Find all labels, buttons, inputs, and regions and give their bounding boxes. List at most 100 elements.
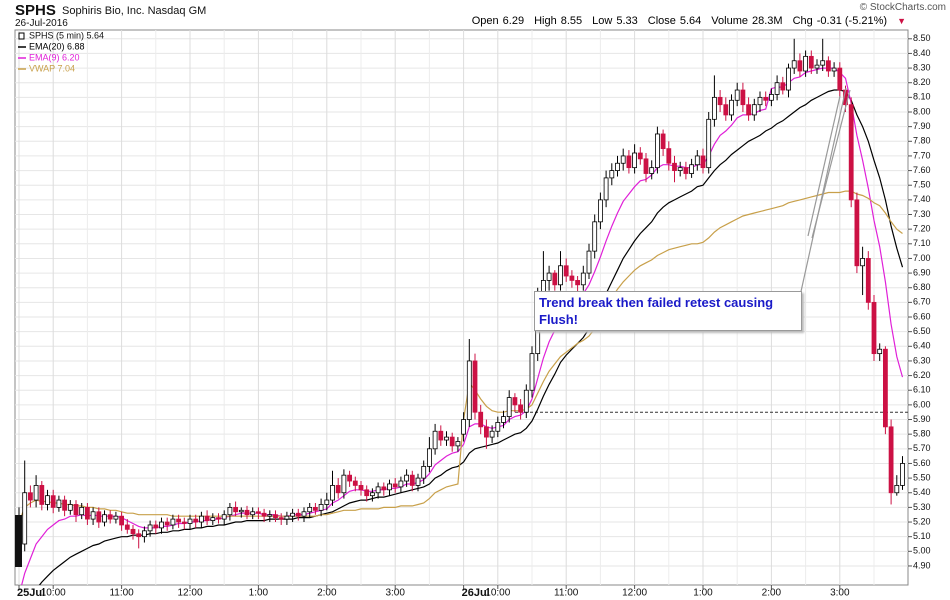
candle-body bbox=[501, 416, 506, 423]
candle-body bbox=[615, 162, 620, 171]
candle-body bbox=[159, 521, 164, 529]
y-tick-label: 7.20 bbox=[913, 224, 931, 234]
candle-body bbox=[39, 485, 45, 505]
candle-body bbox=[153, 524, 159, 529]
y-tick-label: 6.00 bbox=[913, 399, 931, 409]
x-tick-label: 3:00 bbox=[830, 588, 850, 599]
candle-body bbox=[193, 518, 199, 523]
candle-body bbox=[563, 265, 569, 277]
y-tick-label: 7.70 bbox=[913, 150, 931, 160]
candle-body bbox=[295, 512, 301, 517]
y-tick-label: 7.30 bbox=[913, 209, 931, 219]
candle-body bbox=[786, 67, 791, 91]
stats-bar: Open 6.29 High 8.55 Low 5.33 Close 5.64 Volume 28… bbox=[472, 15, 906, 27]
candle-body bbox=[204, 515, 210, 521]
candle-body bbox=[483, 426, 489, 438]
legend-label: SPHS (5 min) 5.64 bbox=[29, 30, 104, 40]
candle-body bbox=[33, 485, 39, 501]
candle-body bbox=[90, 511, 96, 520]
y-tick-label: 5.70 bbox=[913, 443, 931, 453]
candle-body bbox=[769, 94, 774, 101]
y-tick-label: 8.50 bbox=[913, 33, 931, 43]
candle-body bbox=[683, 167, 689, 174]
credit: © StockCharts.com bbox=[859, 2, 946, 13]
indicator-line bbox=[38, 89, 904, 585]
candle-body bbox=[238, 509, 244, 513]
candle-body bbox=[50, 495, 56, 508]
x-tick-label: 12:00 bbox=[177, 588, 202, 599]
y-tick-label: 5.60 bbox=[913, 458, 931, 468]
candle-body bbox=[301, 511, 307, 517]
y-tick-label: 5.50 bbox=[913, 472, 931, 482]
candle-body bbox=[740, 89, 746, 106]
stat-value: 5.33 bbox=[616, 15, 638, 27]
y-tick-label: 7.80 bbox=[913, 136, 931, 146]
candle-body bbox=[347, 474, 353, 482]
candle-body bbox=[324, 499, 330, 505]
candle-body bbox=[22, 492, 28, 545]
candle-body bbox=[700, 155, 706, 169]
candle-body bbox=[877, 348, 883, 355]
candle-body bbox=[369, 492, 375, 497]
candle-body bbox=[677, 167, 683, 171]
candle-body bbox=[364, 489, 370, 497]
candle-body bbox=[398, 480, 404, 488]
y-tick-label: 7.10 bbox=[913, 238, 931, 248]
y-tick-label: 6.50 bbox=[913, 326, 931, 336]
y-tick-label: 6.20 bbox=[913, 370, 931, 380]
candles bbox=[16, 38, 905, 564]
candle-body bbox=[187, 518, 193, 524]
candle-body bbox=[170, 518, 176, 526]
candle-body bbox=[27, 492, 33, 501]
candle-body bbox=[586, 250, 592, 274]
stat-label: Low bbox=[592, 15, 613, 27]
candle-body bbox=[426, 448, 432, 467]
candle-body bbox=[751, 104, 757, 116]
candle-body bbox=[489, 430, 495, 438]
candle-body bbox=[273, 514, 278, 519]
candle-body bbox=[518, 404, 523, 413]
candle-body bbox=[506, 397, 512, 417]
candle-body bbox=[854, 199, 860, 267]
y-tick-label: 5.80 bbox=[913, 429, 931, 439]
stat-label: Chg bbox=[792, 15, 813, 27]
candle-body bbox=[900, 463, 905, 486]
candle-body bbox=[837, 67, 843, 91]
stat-label: Open bbox=[471, 15, 499, 27]
stat-value: 8.55 bbox=[560, 15, 583, 27]
candle-body bbox=[45, 495, 50, 505]
y-tick-label: 6.40 bbox=[913, 341, 931, 351]
candle-body bbox=[689, 164, 694, 174]
candle-body bbox=[449, 436, 455, 447]
callout-line bbox=[799, 87, 847, 297]
candle-body bbox=[227, 506, 233, 516]
y-tick-label: 4.90 bbox=[913, 560, 931, 570]
candle-body bbox=[694, 155, 700, 166]
x-tick-label: 11:00 bbox=[554, 588, 579, 599]
stat-value: 6.29 bbox=[502, 15, 525, 27]
candle-body bbox=[244, 509, 250, 516]
candle-body bbox=[780, 82, 786, 91]
y-tick-label: 7.40 bbox=[913, 194, 931, 204]
candle-body bbox=[404, 474, 410, 482]
candle-body bbox=[421, 465, 427, 479]
candle-body bbox=[774, 82, 780, 95]
candle-body bbox=[284, 515, 290, 520]
candle-body bbox=[444, 436, 449, 441]
y-tick-label: 6.90 bbox=[913, 267, 931, 277]
candle-body bbox=[523, 389, 529, 413]
candle-body bbox=[569, 275, 575, 281]
candle-body bbox=[723, 104, 729, 116]
indicator-line bbox=[18, 190, 903, 523]
candle-body bbox=[660, 133, 666, 150]
candle-body bbox=[358, 485, 364, 491]
x-tick-label: 11:00 bbox=[109, 588, 134, 599]
candle-body bbox=[312, 506, 318, 511]
candle-body bbox=[278, 517, 284, 520]
candle-body bbox=[603, 177, 609, 201]
candle-body bbox=[330, 485, 335, 501]
y-tick-label: 8.10 bbox=[913, 92, 931, 102]
candle-body bbox=[643, 158, 649, 174]
candle-body bbox=[883, 348, 888, 428]
